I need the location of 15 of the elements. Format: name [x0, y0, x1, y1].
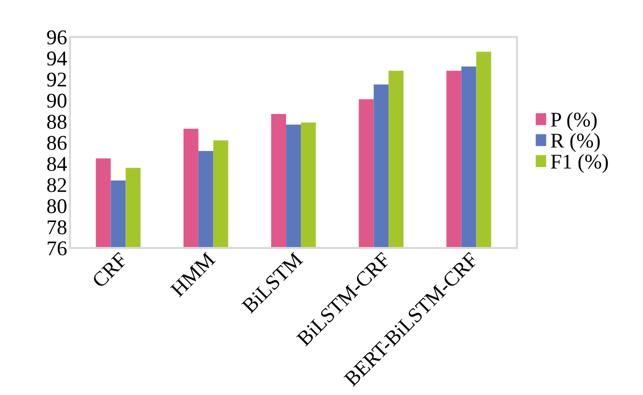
y-tick-label: 78 — [48, 220, 66, 234]
x-tick-label: CRF — [91, 252, 128, 288]
y-tick-label: 90 — [47, 94, 66, 108]
legend-label: R (%) — [550, 133, 600, 152]
y-tick-label: 88 — [47, 114, 66, 129]
y-tick-label: 94 — [47, 52, 67, 66]
legend-label: P (%) — [550, 112, 597, 131]
y-tick-label: 96 — [47, 30, 67, 44]
y-tick-label: 92 — [47, 72, 66, 87]
y-tick-label: 80 — [47, 199, 66, 214]
y-tick-label: 84 — [47, 156, 67, 172]
y-tick-label: 82 — [47, 178, 66, 192]
y-tick-label: 86 — [47, 136, 67, 150]
y-tick-label: 76 — [48, 241, 67, 256]
legend-label: F1 (%) — [550, 154, 608, 173]
